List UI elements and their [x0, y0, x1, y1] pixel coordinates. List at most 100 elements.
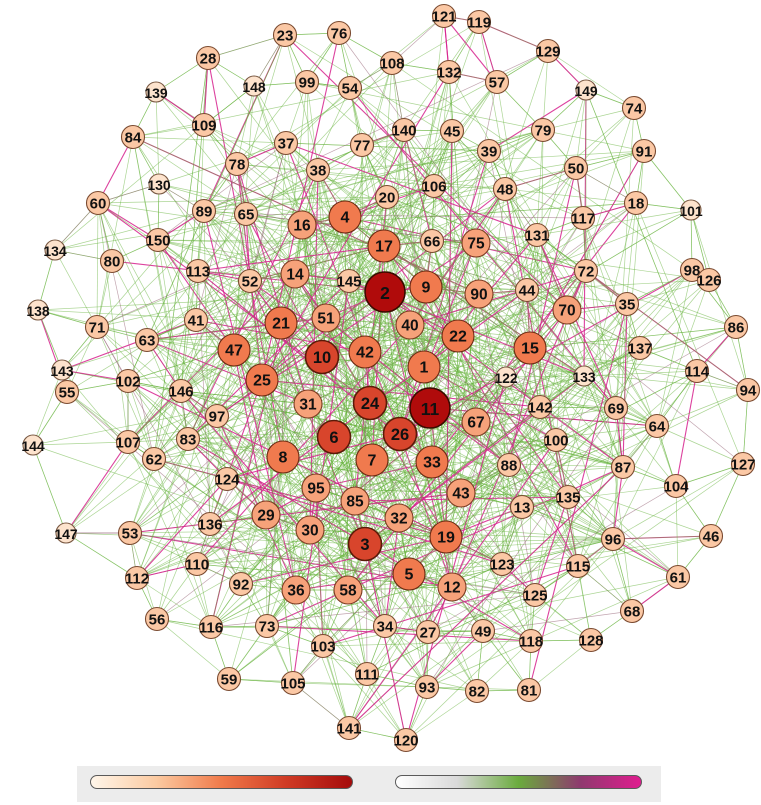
node-132[interactable]: 132 [436, 59, 462, 85]
node-circle-85[interactable] [340, 486, 370, 516]
node-94[interactable]: 94 [735, 377, 761, 403]
node-58[interactable]: 58 [333, 575, 363, 605]
node-23[interactable]: 23 [272, 22, 298, 48]
node-circle-11[interactable] [409, 387, 451, 429]
node-circle-53[interactable] [117, 520, 143, 546]
node-circle-77[interactable] [349, 132, 375, 158]
node-93[interactable]: 93 [414, 674, 440, 700]
node-circle-106[interactable] [421, 173, 447, 199]
node-circle-72[interactable] [573, 258, 599, 284]
node-42[interactable]: 42 [348, 335, 382, 369]
node-24[interactable]: 24 [352, 385, 388, 421]
node-75[interactable]: 75 [461, 228, 491, 258]
node-108[interactable]: 108 [379, 50, 405, 76]
node-circle-80[interactable] [99, 248, 125, 274]
node-circle-1[interactable] [407, 350, 441, 384]
node-circle-136[interactable] [197, 511, 223, 537]
node-119[interactable]: 119 [467, 9, 491, 35]
node-21[interactable]: 21 [264, 306, 298, 340]
node-12[interactable]: 12 [437, 572, 467, 602]
node-66[interactable]: 66 [419, 228, 445, 254]
node-circle-55[interactable] [54, 379, 80, 405]
node-96[interactable]: 96 [600, 526, 626, 552]
node-circle-95[interactable] [301, 473, 331, 503]
node-circle-142[interactable] [527, 394, 553, 420]
node-51[interactable]: 51 [311, 303, 341, 333]
node-33[interactable]: 33 [415, 445, 449, 479]
node-87[interactable]: 87 [610, 454, 636, 480]
node-circle-21[interactable] [264, 306, 298, 340]
node-circle-31[interactable] [293, 389, 323, 419]
node-circle-33[interactable] [415, 445, 449, 479]
node-circle-62[interactable] [141, 446, 167, 472]
node-90[interactable]: 90 [464, 279, 494, 309]
node-7[interactable]: 7 [355, 443, 389, 477]
node-17[interactable]: 17 [367, 229, 401, 263]
node-circle-54[interactable] [337, 75, 363, 101]
node-circle-90[interactable] [464, 279, 494, 309]
node-113[interactable]: 113 [186, 258, 210, 284]
node-circle-126[interactable] [696, 267, 722, 293]
node-137[interactable]: 137 [627, 335, 653, 361]
node-circle-42[interactable] [348, 335, 382, 369]
node-circle-27[interactable] [415, 619, 441, 645]
node-50[interactable]: 50 [563, 155, 589, 181]
node-circle-75[interactable] [461, 228, 491, 258]
node-circle-18[interactable] [623, 190, 649, 216]
node-circle-14[interactable] [280, 259, 310, 289]
node-circle-30[interactable] [295, 515, 325, 545]
node-109[interactable]: 109 [191, 112, 217, 138]
node-135[interactable]: 135 [555, 484, 581, 510]
node-circle-40[interactable] [395, 310, 425, 340]
node-circle-144[interactable] [22, 434, 44, 456]
node-circle-100[interactable] [543, 427, 569, 453]
node-14[interactable]: 14 [280, 259, 310, 289]
node-28[interactable]: 28 [195, 45, 221, 71]
node-120[interactable]: 120 [393, 727, 419, 753]
node-142[interactable]: 142 [527, 394, 553, 420]
node-circle-70[interactable] [552, 295, 582, 325]
node-circle-76[interactable] [326, 20, 352, 46]
node-circle-68[interactable] [619, 598, 645, 624]
node-circle-67[interactable] [461, 407, 491, 437]
node-61[interactable]: 61 [665, 564, 691, 590]
node-73[interactable]: 73 [254, 613, 280, 639]
node-circle-112[interactable] [124, 565, 150, 591]
node-circle-117[interactable] [570, 205, 596, 231]
node-circle-12[interactable] [437, 572, 467, 602]
node-52[interactable]: 52 [237, 268, 263, 294]
node-circle-9[interactable] [409, 270, 443, 304]
node-circle-57[interactable] [484, 69, 510, 95]
node-117[interactable]: 117 [570, 205, 596, 231]
node-circle-51[interactable] [311, 303, 341, 333]
node-46[interactable]: 46 [698, 523, 724, 549]
node-circle-28[interactable] [195, 45, 221, 71]
node-circle-61[interactable] [665, 564, 691, 590]
node-circle-64[interactable] [644, 413, 670, 439]
node-circle-78[interactable] [224, 151, 250, 177]
node-121[interactable]: 121 [431, 3, 457, 29]
node-circle-146[interactable] [168, 378, 194, 404]
node-45[interactable]: 45 [439, 118, 465, 144]
node-72[interactable]: 72 [573, 258, 599, 284]
node-29[interactable]: 29 [251, 500, 281, 530]
node-circle-102[interactable] [115, 368, 141, 394]
node-6[interactable]: 6 [316, 419, 352, 455]
node-circle-132[interactable] [436, 59, 462, 85]
node-circle-147[interactable] [55, 522, 77, 544]
node-circle-74[interactable] [621, 95, 647, 121]
node-circle-60[interactable] [85, 190, 111, 216]
node-9[interactable]: 9 [409, 270, 443, 304]
node-circle-10[interactable] [304, 339, 340, 375]
node-102[interactable]: 102 [115, 368, 141, 394]
node-25[interactable]: 25 [245, 363, 279, 397]
node-circle-127[interactable] [730, 451, 756, 477]
node-5[interactable]: 5 [392, 557, 426, 591]
node-circle-86[interactable] [723, 314, 749, 340]
node-circle-120[interactable] [393, 727, 419, 753]
node-82[interactable]: 82 [464, 678, 490, 704]
node-circle-114[interactable] [684, 358, 710, 384]
node-circle-46[interactable] [698, 523, 724, 549]
node-130[interactable]: 130 [147, 173, 171, 195]
node-circle-48[interactable] [492, 176, 518, 202]
